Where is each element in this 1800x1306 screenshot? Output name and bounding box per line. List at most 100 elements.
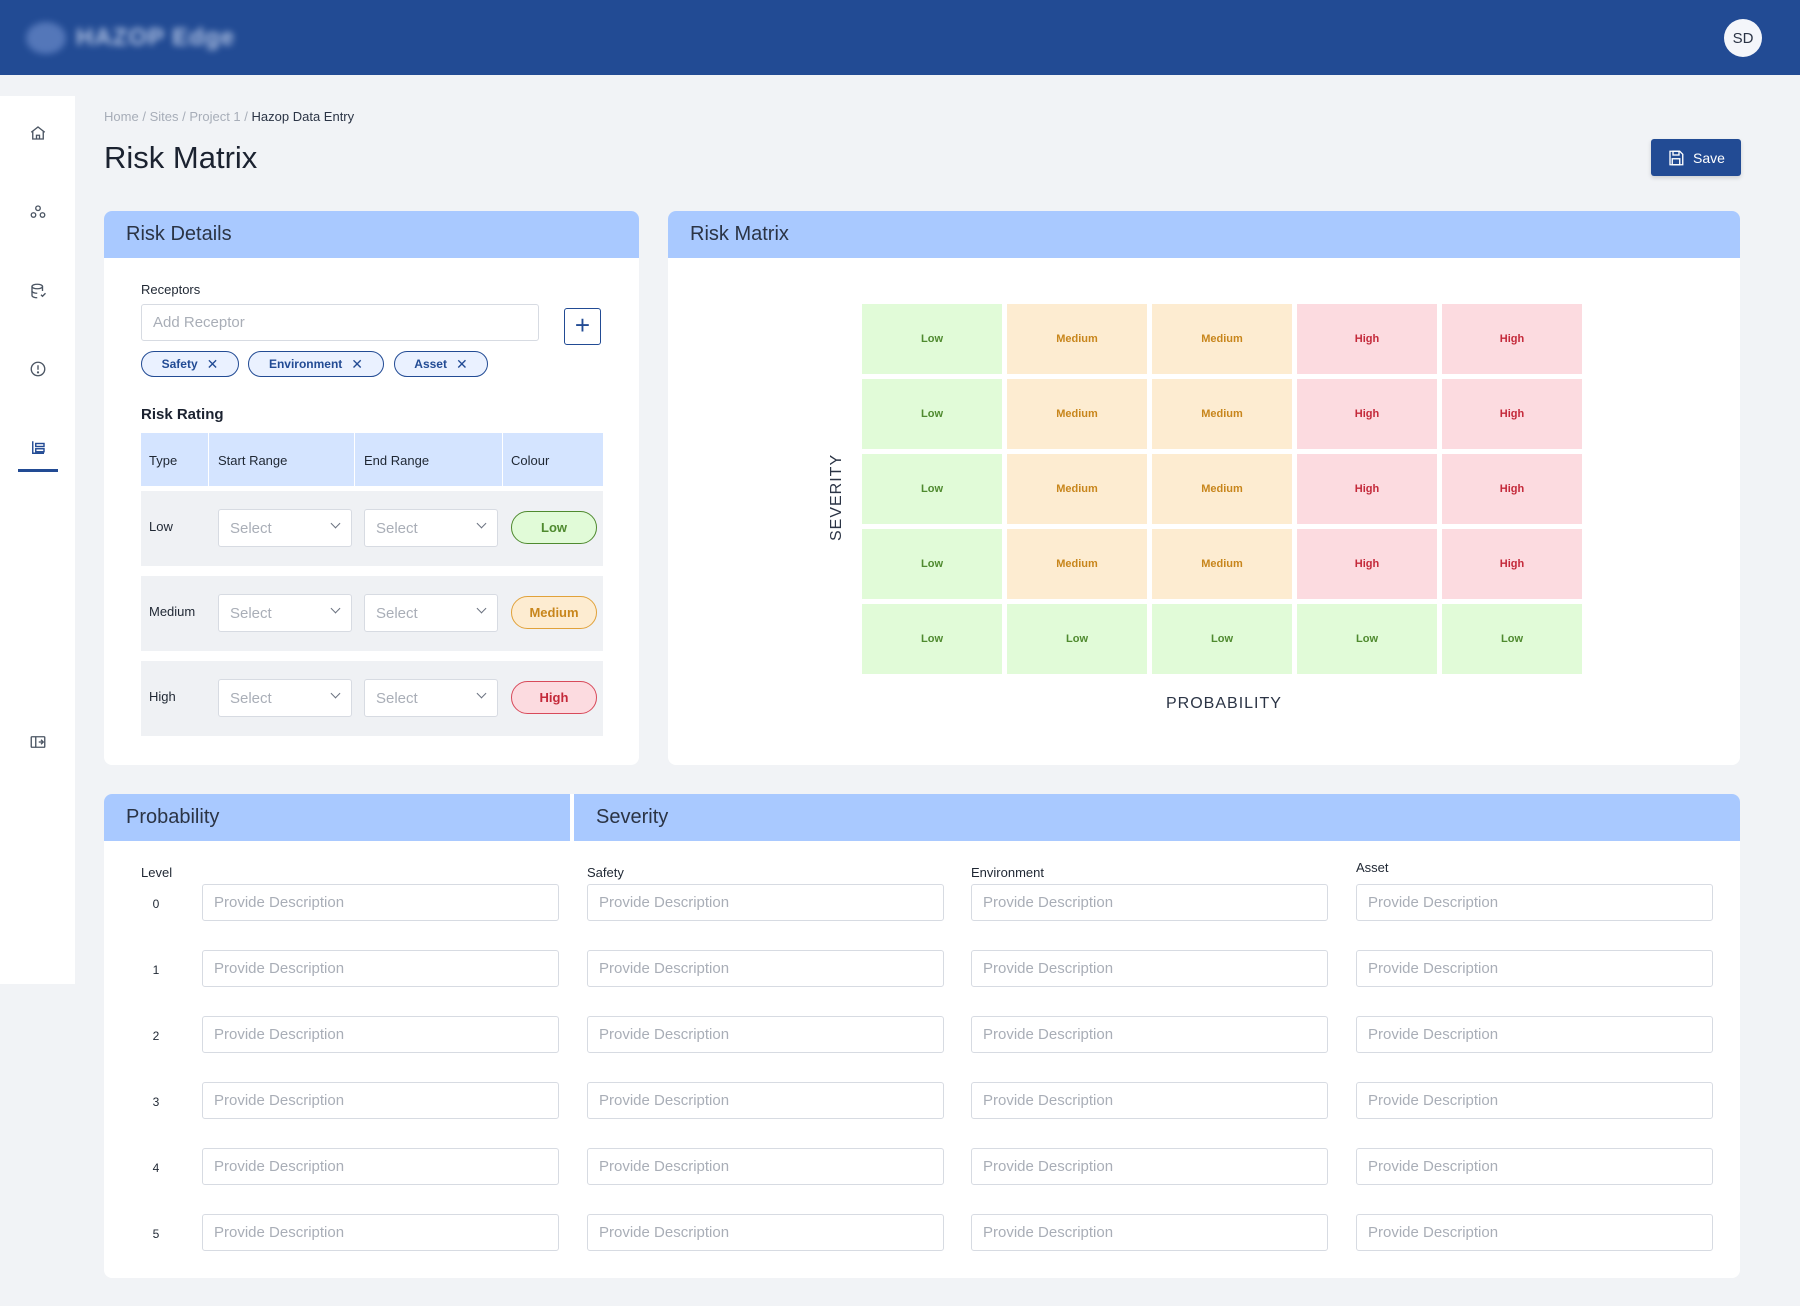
matrix-cell[interactable]: Low (1442, 604, 1582, 674)
matrix-cell[interactable]: Medium (1007, 454, 1147, 524)
safety-description-input[interactable] (587, 1082, 944, 1119)
probability-description-input[interactable] (202, 1016, 559, 1053)
matrix-cell[interactable]: Medium (1152, 454, 1292, 524)
safety-description-input[interactable] (587, 1148, 944, 1185)
breadcrumb-current: Hazop Data Entry (251, 109, 355, 124)
alert-icon (30, 361, 46, 377)
safety-description-input[interactable] (587, 1214, 944, 1251)
save-button[interactable]: Save (1651, 139, 1741, 176)
asset-description-input[interactable] (1356, 1016, 1713, 1053)
receptor-chip-environment: Environment ✕ (248, 351, 384, 377)
app-logo[interactable]: HAZOP Edge (26, 22, 235, 54)
start-range-select[interactable]: Select (218, 509, 352, 547)
asset-description-input[interactable] (1356, 884, 1713, 921)
sidebar-item-sites[interactable] (18, 192, 58, 232)
matrix-cell[interactable]: Low (862, 304, 1002, 374)
matrix-cell[interactable]: High (1297, 304, 1437, 374)
risk-rating-row-medium: Medium Select Select Medium (141, 576, 603, 651)
receptor-chip-label: Safety (161, 357, 198, 371)
severity-axis-label: SEVERITY (828, 453, 845, 541)
matrix-cell[interactable]: Low (1297, 604, 1437, 674)
environment-description-input[interactable] (971, 1016, 1328, 1053)
rating-type: Low (149, 519, 173, 534)
sidebar-item-home[interactable] (18, 113, 58, 153)
user-avatar[interactable]: SD (1724, 19, 1762, 57)
matrix-cell[interactable]: Medium (1152, 304, 1292, 374)
colour-pill-medium[interactable]: Medium (511, 596, 597, 629)
end-range-select[interactable]: Select (364, 509, 498, 547)
safety-description-input[interactable] (587, 884, 944, 921)
probability-description-input[interactable] (202, 950, 559, 987)
colour-pill-low[interactable]: Low (511, 511, 597, 544)
matrix-cell[interactable]: Medium (1152, 529, 1292, 599)
matrix-cell[interactable]: High (1442, 304, 1582, 374)
select-value: Select (376, 519, 418, 537)
breadcrumb-home[interactable]: Home (104, 109, 139, 124)
matrix-cell[interactable]: Low (862, 454, 1002, 524)
severity-column-asset: Asset (1356, 860, 1389, 875)
select-value: Select (376, 604, 418, 622)
probability-description-input[interactable] (202, 1082, 559, 1119)
colour-pill-high[interactable]: High (511, 681, 597, 714)
add-receptor-input[interactable] (141, 304, 539, 341)
environment-description-input[interactable] (971, 884, 1328, 921)
environment-description-input[interactable] (971, 1214, 1328, 1251)
sidebar-item-risk-matrix[interactable] (18, 428, 58, 472)
asset-description-input[interactable] (1356, 950, 1713, 987)
environment-description-input[interactable] (971, 1148, 1328, 1185)
asset-description-input[interactable] (1356, 1214, 1713, 1251)
chevron-down-icon (476, 688, 487, 699)
breadcrumb-project[interactable]: Project 1 (189, 109, 241, 124)
matrix-cell[interactable]: Medium (1007, 529, 1147, 599)
probability-description-input[interactable] (202, 884, 559, 921)
matrix-cell[interactable]: High (1297, 454, 1437, 524)
column-header-start-range: Start Range (218, 453, 288, 468)
environment-description-input[interactable] (971, 950, 1328, 987)
end-range-select[interactable]: Select (364, 679, 498, 717)
matrix-cell[interactable]: Low (862, 529, 1002, 599)
sidebar-collapse[interactable] (18, 722, 58, 762)
receptors-label: Receptors (141, 282, 201, 297)
remove-chip-icon[interactable]: ✕ (351, 355, 364, 372)
matrix-cell[interactable]: Medium (1007, 304, 1147, 374)
column-header-type: Type (149, 453, 178, 468)
safety-description-input[interactable] (587, 950, 944, 987)
matrix-cell[interactable]: High (1442, 379, 1582, 449)
matrix-cell[interactable]: Low (1007, 604, 1147, 674)
start-range-select[interactable]: Select (218, 679, 352, 717)
sidebar-item-alerts[interactable] (18, 349, 58, 389)
end-range-select[interactable]: Select (364, 594, 498, 632)
chevron-down-icon (330, 518, 341, 529)
risk-details-card: Risk Details Receptors + Safety ✕ Environ… (104, 211, 639, 765)
sites-icon (30, 205, 46, 218)
level-number: 5 (152, 1227, 160, 1241)
matrix-cell[interactable]: Low (1152, 604, 1292, 674)
asset-description-input[interactable] (1356, 1148, 1713, 1185)
matrix-cell[interactable]: High (1442, 529, 1582, 599)
matrix-cell[interactable]: High (1442, 454, 1582, 524)
matrix-cell[interactable]: Low (862, 379, 1002, 449)
asset-description-input[interactable] (1356, 1082, 1713, 1119)
top-bar: HAZOP Edge SD (0, 0, 1800, 75)
probability-description-input[interactable] (202, 1148, 559, 1185)
start-range-select[interactable]: Select (218, 594, 352, 632)
probability-description-input[interactable] (202, 1214, 559, 1251)
matrix-cell[interactable]: Medium (1152, 379, 1292, 449)
environment-description-input[interactable] (971, 1082, 1328, 1119)
breadcrumb-sites[interactable]: Sites (149, 109, 179, 124)
matrix-cell[interactable]: Medium (1007, 379, 1147, 449)
add-receptor-button[interactable]: + (564, 308, 601, 345)
matrix-cell[interactable]: High (1297, 379, 1437, 449)
sidebar-item-database[interactable] (18, 271, 58, 311)
matrix-cell[interactable]: Low (862, 604, 1002, 674)
remove-chip-icon[interactable]: ✕ (455, 355, 468, 372)
risk-matrix-icon (32, 441, 45, 454)
level-number: 2 (152, 1029, 160, 1043)
risk-rating-row-high: High Select Select High (141, 661, 603, 736)
matrix-cell[interactable]: High (1297, 529, 1437, 599)
plus-icon: + (574, 310, 591, 340)
column-header-end-range: End Range (364, 453, 430, 468)
safety-description-input[interactable] (587, 1016, 944, 1053)
remove-chip-icon[interactable]: ✕ (206, 355, 219, 372)
select-value: Select (230, 604, 272, 622)
